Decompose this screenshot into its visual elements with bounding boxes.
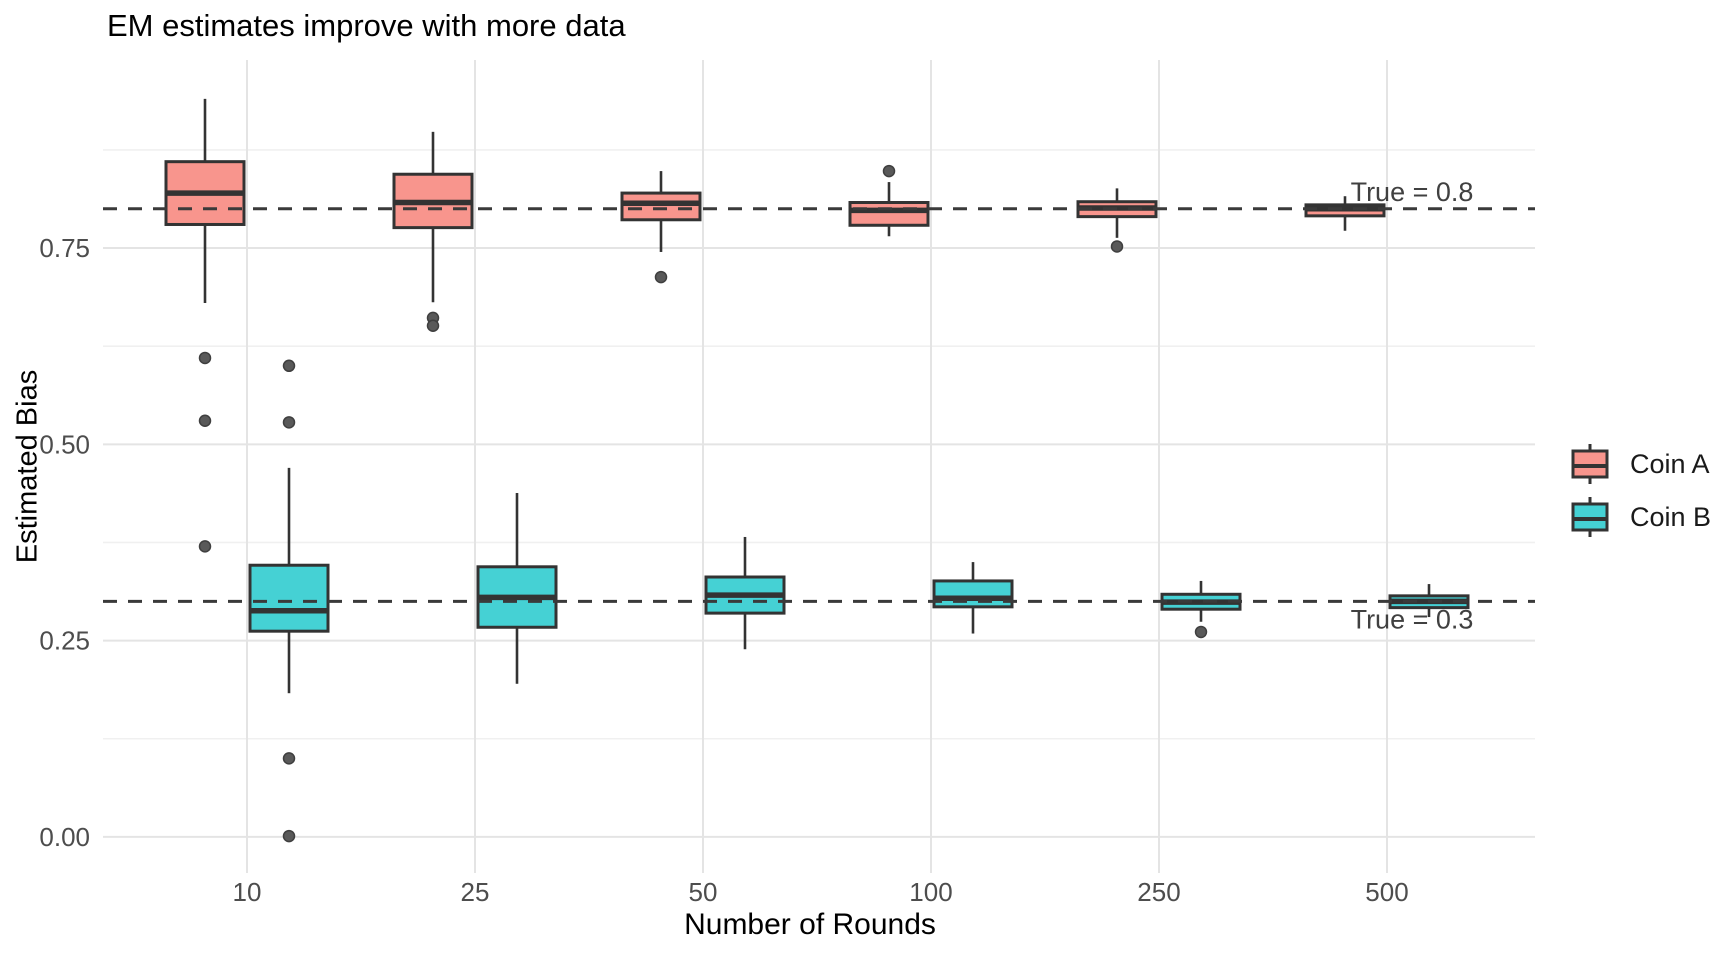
- y-tick-label: 0.00: [39, 822, 90, 852]
- reference-line-label: True = 0.3: [1351, 604, 1474, 634]
- legend-item-coin-a: Coin A: [1570, 442, 1711, 486]
- outlier-point: [198, 414, 212, 428]
- boxplot-coin-a-100: [848, 164, 930, 237]
- legend-label: Coin B: [1630, 501, 1712, 532]
- boxplot-coin-a-500: [1304, 196, 1386, 231]
- box: [248, 563, 330, 633]
- boxplot-key-icon: [1571, 444, 1609, 484]
- outlier-point: [198, 351, 212, 365]
- outlier-point: [882, 164, 896, 178]
- x-axis-title: Number of Rounds: [684, 908, 936, 941]
- x-tick-label: 500: [1365, 877, 1408, 907]
- x-tick-label: 100: [909, 877, 952, 907]
- x-tick-label: 25: [461, 877, 490, 907]
- boxplot-coin-a-250: [1076, 188, 1158, 253]
- boxplot-coin-b-250: [1160, 580, 1242, 639]
- y-tick-label: 0.50: [39, 429, 90, 459]
- boxplot-coin-a-10: [164, 98, 246, 553]
- boxplot-coin-b-10: [248, 359, 330, 843]
- x-tick-label: 250: [1137, 877, 1180, 907]
- y-tick-label: 0.25: [39, 626, 90, 656]
- boxplot-coin-a-50: [620, 171, 702, 284]
- y-tick-label: 0.75: [39, 233, 90, 263]
- outlier-point: [282, 359, 296, 373]
- reference-line-label: True = 0.8: [1351, 177, 1474, 207]
- box: [932, 579, 1014, 609]
- legend-label: Coin A: [1630, 448, 1710, 479]
- legend-item-coin-b: Coin B: [1570, 495, 1711, 539]
- outlier-point: [1110, 240, 1124, 253]
- boxplot-coin-a-25: [392, 131, 474, 333]
- outlier-point: [282, 829, 296, 843]
- outlier-point: [198, 540, 212, 553]
- outlier-point: [654, 270, 668, 284]
- boxplot-key-icon: [1571, 497, 1609, 537]
- outlier-point: [1194, 625, 1208, 639]
- box: [848, 201, 930, 227]
- outlier-point: [282, 416, 296, 429]
- outlier-point: [426, 319, 440, 333]
- outlier-point: [282, 752, 296, 765]
- x-tick-label: 10: [233, 877, 262, 907]
- box: [620, 191, 702, 222]
- boxplot-coin-b-50: [704, 536, 786, 650]
- boxplot-coin-b-100: [932, 562, 1014, 634]
- x-tick-label: 50: [689, 877, 718, 907]
- boxplot-coin-b-25: [476, 492, 558, 684]
- legend: Coin A Coin B: [1570, 442, 1711, 539]
- chart-title: EM estimates improve with more data: [107, 8, 626, 43]
